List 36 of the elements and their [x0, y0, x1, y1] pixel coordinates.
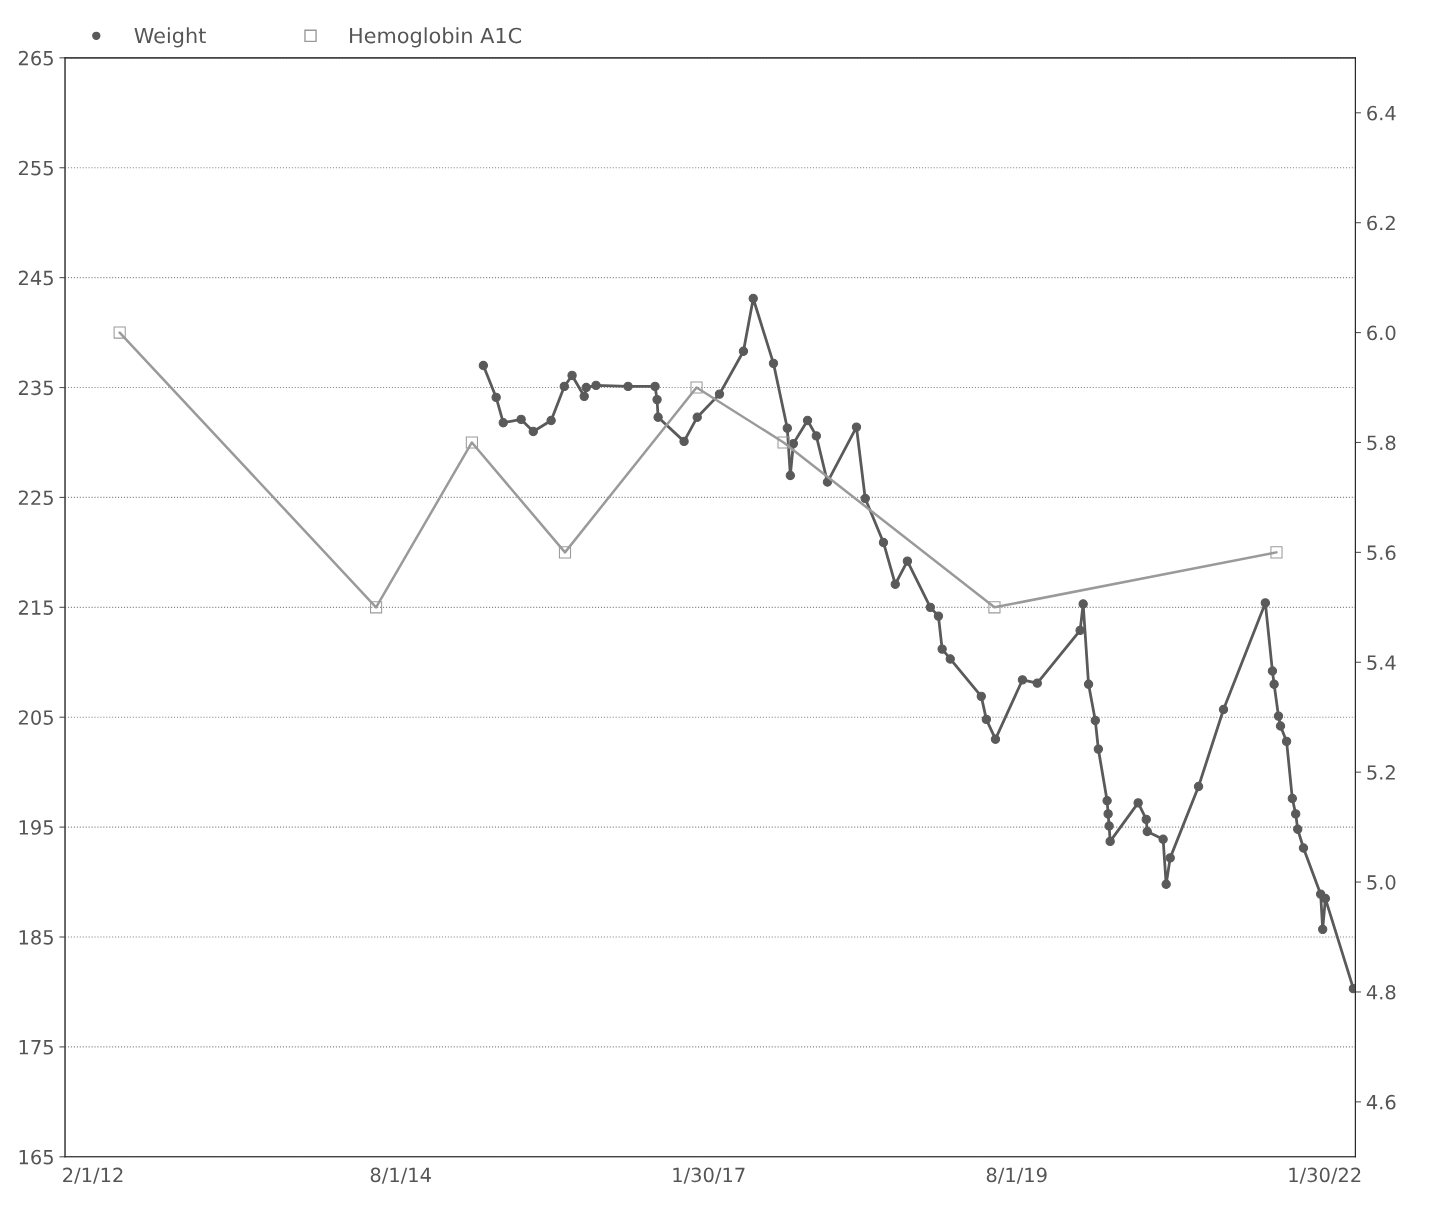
y2-tick-label: 6.0: [1367, 325, 1396, 341]
point: [1270, 546, 1283, 559]
point: [690, 381, 703, 394]
y-tick-label: 245: [18, 270, 53, 286]
y2-tick-label: 5.8: [1367, 435, 1396, 451]
y2-tick-label: 4.6: [1366, 1094, 1396, 1110]
y-tick-label: 175: [19, 1040, 53, 1055]
y2-tick-label: 5.2: [1367, 765, 1395, 780]
x-tick-label: 1/30/22: [1289, 1167, 1361, 1184]
y-tick-label: 265: [18, 50, 53, 66]
x-tick-label: 2/1/12: [63, 1167, 123, 1184]
y-tick-label: 205: [18, 710, 53, 725]
point: [777, 436, 790, 449]
y2-tick-label: 4.8: [1366, 984, 1396, 1000]
point: [988, 601, 1001, 614]
legend-label: Weight: [134, 27, 206, 48]
y2-tick-label: 6.4: [1367, 105, 1396, 121]
y-tick-label: 225: [18, 490, 53, 506]
y-tick-label: 165: [19, 1149, 53, 1165]
y2-tick-label: 5.4: [1367, 655, 1396, 670]
y-tick-label: 215: [18, 600, 53, 615]
point: [558, 546, 572, 559]
y2-tick-label: 6.2: [1367, 215, 1395, 231]
point: [369, 601, 383, 614]
y2-tick-label: 5.0: [1367, 875, 1396, 890]
y-tick-label: 185: [19, 929, 53, 945]
legend-label: Hemoglobin A1C: [350, 27, 522, 48]
y2-tick-label: 5.6: [1367, 545, 1396, 561]
x-tick-label: 8/1/19: [986, 1167, 1047, 1184]
point: [113, 326, 126, 339]
y-tick-label: 195: [19, 820, 53, 835]
point: [465, 436, 478, 449]
x-tick-label: 1/30/17: [673, 1167, 745, 1184]
y-tick-label: 255: [18, 160, 53, 176]
y-tick-label: 235: [18, 380, 53, 396]
x-tick-label: 8/1/14: [370, 1167, 431, 1184]
